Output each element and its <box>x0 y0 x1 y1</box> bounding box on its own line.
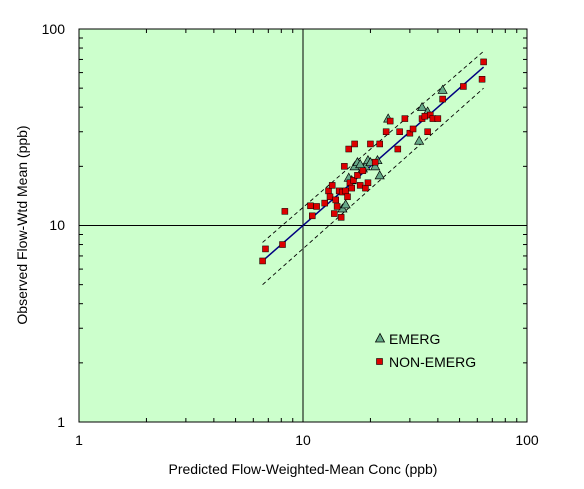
non-emerg-point <box>348 184 355 192</box>
non-emerg-point <box>328 182 336 189</box>
non-emerg-point <box>434 115 442 122</box>
non-emerg-point <box>354 172 361 179</box>
emerg-point <box>416 101 428 112</box>
y-tick-label-10: 10 <box>49 217 65 233</box>
non-emerg-point <box>313 203 320 210</box>
y-tick-label-1: 1 <box>57 414 65 430</box>
non-emerg-point <box>341 163 348 170</box>
non-emerg-point <box>281 208 289 215</box>
non-emerg-point <box>376 140 383 148</box>
non-emerg-point <box>331 210 338 217</box>
non-emerg-point <box>364 179 372 187</box>
non-emerg-point <box>325 187 332 195</box>
x-tick-label-1: 1 <box>75 432 83 448</box>
non-emerg-point <box>424 128 431 135</box>
non-emerg-point <box>326 193 334 201</box>
non-emerg-point <box>396 128 403 135</box>
lower-band-line <box>262 87 484 285</box>
non-emerg-point <box>337 214 345 221</box>
non-emerg-point <box>344 193 351 201</box>
non-emerg-point <box>307 202 314 210</box>
non-emerg-point <box>478 75 486 83</box>
emerg-point <box>374 170 385 180</box>
non-emerg-point <box>333 203 341 210</box>
x-axis-title: Predicted Flow-Weighted-Mean Conc (ppb) <box>169 461 438 477</box>
axis-ticks <box>78 28 528 423</box>
non-emerg-point <box>342 187 349 195</box>
emerg-point <box>370 161 381 171</box>
data-points <box>259 58 487 265</box>
x-tick-label-100: 100 <box>515 432 539 448</box>
non-emerg-point <box>321 199 328 207</box>
non-emerg-point <box>262 245 269 253</box>
y-tick-label-100: 100 <box>42 21 66 37</box>
y-axis-title: Observed Flow-Wtd Mean (ppb) <box>14 125 30 324</box>
non-emerg-point <box>401 115 409 122</box>
non-emerg-point <box>332 196 339 204</box>
non-emerg-point <box>359 167 367 174</box>
x-tick-label-10: 10 <box>295 432 311 448</box>
legend-non-emerg-marker <box>376 358 383 365</box>
non-emerg-point <box>421 112 429 120</box>
emerg-point <box>340 199 351 209</box>
non-emerg-point <box>350 176 357 184</box>
legend: EMERG NON-EMERG <box>374 331 476 370</box>
non-emerg-point <box>394 145 402 153</box>
confidence-band <box>262 50 484 285</box>
non-emerg-point <box>382 128 390 135</box>
non-emerg-point <box>439 95 446 103</box>
legend-non-emerg-label: NON-EMERG <box>389 354 476 370</box>
non-emerg-point <box>460 83 467 90</box>
non-emerg-point <box>309 212 316 220</box>
non-emerg-point <box>259 257 266 265</box>
non-emerg-point <box>367 140 374 148</box>
legend-emerg-marker <box>374 332 386 343</box>
non-emerg-point <box>351 140 358 148</box>
legend-emerg-label: EMERG <box>389 331 440 347</box>
non-emerg-point <box>279 241 286 248</box>
non-emerg-point <box>371 158 379 166</box>
non-emerg-point <box>480 58 487 66</box>
non-emerg-point <box>345 145 352 153</box>
non-emerg-point <box>386 117 394 125</box>
non-emerg-point <box>409 125 417 133</box>
emerg-point <box>437 84 448 94</box>
emerg-point <box>414 135 425 145</box>
